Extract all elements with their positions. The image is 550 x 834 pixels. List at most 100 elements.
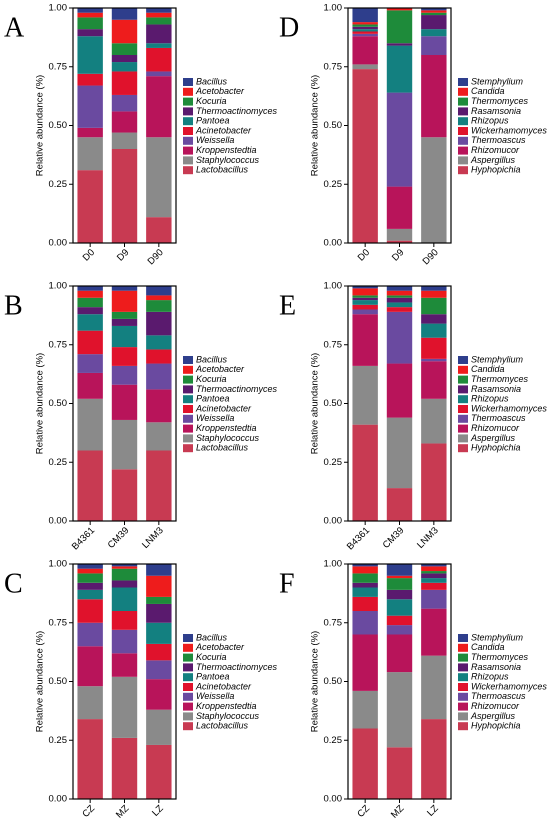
y-tick-label: 0.25 — [324, 179, 343, 190]
bar-segment — [111, 384, 138, 420]
legend-label: Thermomyces — [471, 374, 529, 384]
bar-segment — [146, 17, 172, 25]
bar-segment — [146, 76, 172, 138]
bar-segment — [111, 629, 138, 654]
bar-segment — [146, 575, 172, 597]
x-tick-label: CM39 — [381, 525, 407, 551]
legend-swatch — [458, 414, 468, 423]
legend-swatch — [458, 634, 468, 642]
bar-segment — [77, 36, 103, 74]
legend-swatch — [183, 395, 193, 404]
bar-segment — [146, 363, 172, 390]
bar-segment — [111, 676, 138, 738]
bar-segment — [421, 297, 447, 315]
legend-label: Thermoascus — [471, 413, 526, 423]
bar-segment — [386, 589, 413, 600]
y-tick-label: 1.00 — [49, 3, 68, 14]
bar-segment — [146, 47, 172, 72]
legend-swatch — [183, 405, 193, 413]
y-tick-label: 0.75 — [324, 617, 343, 628]
legend-label: Kocuria — [196, 652, 227, 662]
panel-letter: B — [4, 290, 23, 321]
legend-swatch — [183, 375, 193, 384]
bar-segment — [352, 728, 378, 799]
bar-segment — [421, 358, 447, 362]
legend-swatch — [458, 107, 468, 116]
legend-swatch — [458, 722, 468, 731]
bar-segment — [352, 29, 378, 32]
legend-swatch — [458, 166, 468, 175]
legend-label: Thermomyces — [471, 652, 529, 662]
y-tick-label: 0.25 — [324, 735, 343, 746]
y-tick-label: 0.00 — [324, 794, 343, 805]
bar-segment — [111, 566, 138, 569]
y-tick-label: 0.50 — [49, 120, 68, 131]
legend-label: Candida — [471, 642, 505, 652]
bar-segment — [111, 419, 138, 470]
y-tick-label: 0.25 — [49, 735, 68, 746]
legend-swatch — [183, 414, 193, 423]
legend-label: Rasamsonia — [471, 106, 521, 116]
bar-segment — [146, 295, 172, 301]
legend-label: Lactobacillus — [196, 165, 249, 175]
bar-segment — [421, 571, 447, 574]
bar-segment — [386, 564, 413, 576]
bar-segment — [111, 19, 138, 44]
bar-segment — [77, 29, 103, 37]
bar-segment — [421, 443, 447, 521]
legend-swatch — [458, 712, 468, 721]
legend-swatch — [183, 356, 193, 364]
legend-swatch — [183, 87, 193, 96]
panel: D Relative abundance (%) 0.00 0.25 0.50 0.75 1… — [279, 3, 547, 268]
bar-segment — [77, 686, 103, 720]
bar-segment — [146, 43, 172, 48]
legend-label: Acinetobacter — [195, 681, 252, 691]
bar-segment — [77, 573, 103, 583]
bar-segment — [352, 587, 378, 597]
bar-segment — [146, 8, 172, 13]
panel-letter: E — [279, 290, 296, 321]
legend-swatch — [183, 424, 193, 433]
legend-label: Pantoea — [196, 672, 230, 682]
bar-segment — [386, 747, 413, 799]
bar-segment — [146, 311, 172, 336]
bar-segment — [77, 330, 103, 355]
legend-swatch — [458, 683, 468, 691]
bar-segment — [77, 73, 103, 86]
y-axis-label: Relative abundance (%) — [35, 75, 46, 176]
bar-segment — [352, 634, 378, 691]
bar-segment — [352, 69, 378, 243]
x-tick-label: MZ — [114, 803, 132, 821]
bar-segment — [386, 8, 413, 11]
x-tick-label: D90 — [146, 247, 166, 267]
bar-segment — [386, 286, 413, 291]
legend-label: Hyphopichia — [471, 443, 521, 453]
bar-segment — [111, 111, 138, 133]
y-tick-label: 0.50 — [324, 676, 343, 687]
x-tick-label: CZ — [355, 803, 372, 820]
bar-segment — [77, 127, 103, 138]
legend-swatch — [183, 385, 193, 394]
legend-swatch — [458, 653, 468, 662]
bar-segment — [352, 24, 378, 27]
y-axis-label: Relative abundance (%) — [310, 353, 321, 454]
bar-segment — [386, 634, 413, 673]
bar-segment — [352, 314, 378, 366]
bar-segment — [146, 450, 172, 521]
panel: A Relative abundance (%) 0.00 0.25 0.50 0.75 1… — [4, 3, 278, 268]
legend-swatch — [183, 365, 193, 374]
bar-segment — [77, 622, 103, 647]
legend-swatch — [183, 722, 193, 731]
bar-segment — [352, 297, 378, 301]
bar-segment — [352, 300, 378, 305]
legend-label: Kroppenstedtia — [196, 701, 257, 711]
bar-segment — [77, 314, 103, 331]
bar-segment — [77, 646, 103, 687]
bar-segment — [77, 170, 103, 243]
bar-segment — [386, 578, 413, 590]
bar-segment — [352, 566, 378, 574]
bar-segment — [77, 297, 103, 308]
bar-segment — [386, 363, 413, 418]
x-tick-label: B4361 — [345, 525, 372, 552]
legend-label: Acetobacter — [195, 642, 245, 652]
